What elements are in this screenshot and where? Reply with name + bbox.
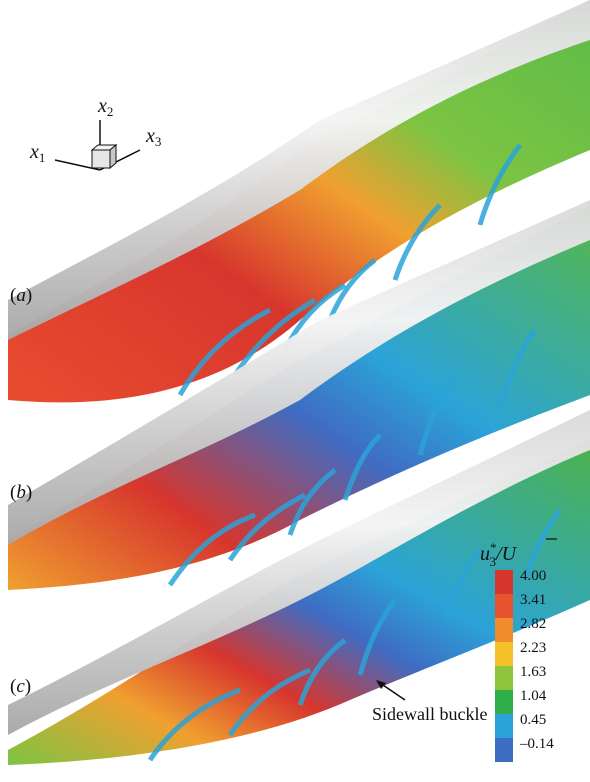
colorbar-tick-label: 1.63: [520, 664, 546, 680]
colorbar-swatch: [495, 642, 513, 666]
colorbar-swatch: [495, 594, 513, 618]
axis-x2-label: x2: [97, 95, 113, 119]
panel-c-label: (c): [10, 676, 31, 698]
panel-a-label: (a): [10, 285, 32, 307]
colorbar-title: u* 3/U: [480, 540, 518, 569]
sidewall-buckle-annotation: Sidewall buckle: [372, 680, 487, 724]
colorbar-swatch: [495, 738, 513, 762]
colorbar-swatch: [495, 690, 513, 714]
colorbar-swatch: [495, 570, 513, 594]
annotation-text: Sidewall buckle: [372, 704, 487, 724]
colorbar-swatches: [495, 570, 513, 762]
colorbar-tick-label: 4.00: [520, 568, 546, 584]
colorbar-tick-label: 2.23: [520, 640, 546, 656]
colorbar-tick-label: 1.04: [520, 688, 547, 704]
panel-b-label: (b): [10, 482, 32, 504]
colorbar-tick-label: 3.41: [520, 592, 546, 608]
colorbar-tick-label: 0.45: [520, 712, 546, 728]
axis-triad: x2 x1 x3: [29, 95, 161, 170]
colorbar-tick-label: 2.82: [520, 616, 546, 632]
axis-x1-label: x1: [29, 141, 45, 165]
colorbar-tick-label: –0.14: [519, 736, 554, 752]
colorbar-swatch: [495, 714, 513, 738]
colorbar-swatch: [495, 618, 513, 642]
colorbar-swatch: [495, 666, 513, 690]
axis-x3-label: x3: [145, 125, 161, 149]
